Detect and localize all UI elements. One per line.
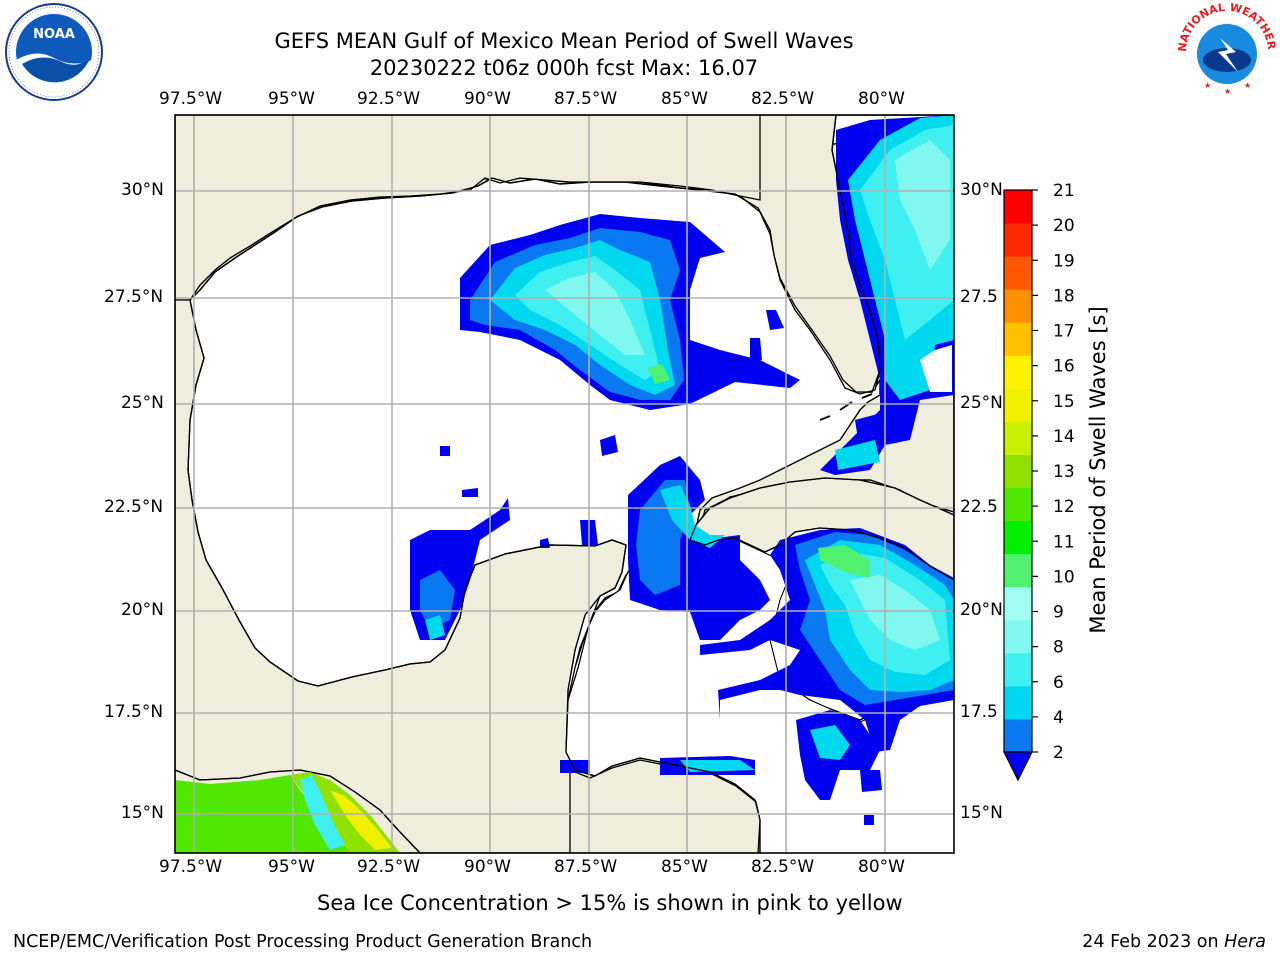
sea-ice-note: Sea Ice Concentration > 15% is shown in … <box>317 891 903 915</box>
lat-label: 15°N <box>960 803 1003 823</box>
lon-label: 82.5°W <box>751 89 815 109</box>
colorbar-tick-label: 17 <box>1053 322 1075 342</box>
colorbar-tick-label: 14 <box>1053 427 1075 447</box>
colorbar-segment <box>1004 388 1032 422</box>
colorbar-tick-label: 16 <box>1053 357 1075 377</box>
colorbar-tick-label: 8 <box>1053 638 1064 658</box>
footer-host: Hera <box>1224 932 1266 952</box>
chart-subtitle-forecast: 20230222 t06z 000h fcst Max: 16.07 <box>369 56 759 80</box>
lon-label: 92.5°W <box>357 857 421 877</box>
colorbar-tick-label: 10 <box>1053 567 1075 587</box>
colorbar-segment <box>1004 718 1032 753</box>
lat-label: 22.5°N <box>104 497 164 517</box>
lat-label: 17.5 <box>960 702 998 722</box>
footer-credit: NCEP/EMC/Verification Post Processing Pr… <box>13 932 593 952</box>
nws-logo: NATIONAL WEATHER SERVICE ★ ★ ★ <box>1176 2 1278 98</box>
lon-label: 80°W <box>858 857 905 877</box>
chart-title: GEFS MEAN Gulf of Mexico Mean Period of … <box>274 29 854 53</box>
lon-label: 80°W <box>858 89 905 109</box>
colorbar-tick-label: 18 <box>1053 286 1075 306</box>
noaa-logo-text: NOAA <box>33 27 75 42</box>
colorbar-tick-label: 13 <box>1053 462 1075 482</box>
lat-label: 22.5 <box>960 497 998 517</box>
colorbar-tick-label: 4 <box>1053 708 1064 728</box>
colorbar-label: Mean Period of Swell Waves [s] <box>1086 306 1110 634</box>
lat-label: 15°N <box>121 803 164 823</box>
colorbar-tick-label: 19 <box>1053 251 1075 271</box>
map-area <box>175 115 954 853</box>
colorbar-tick-label: 2 <box>1053 743 1064 763</box>
map-frame <box>174 114 955 854</box>
lon-label: 95°W <box>268 857 315 877</box>
lat-label: 20°N <box>960 600 1003 620</box>
colorbar-segment <box>1004 256 1032 290</box>
map-gridlines <box>175 115 954 853</box>
lat-label: 25°N <box>960 393 1003 413</box>
colorbar-segment <box>1004 586 1032 621</box>
colorbar-segment <box>1004 190 1032 224</box>
colorbar-segment <box>1004 520 1032 555</box>
lon-label: 85°W <box>661 89 708 109</box>
colorbar-segment <box>1004 289 1032 323</box>
colorbar-segment <box>1004 223 1032 257</box>
colorbar: 2 4 6 8 9 10 11 12 13 14 15 16 17 18 19 20 21 <box>1003 181 1075 782</box>
lon-label: 92.5°W <box>357 89 421 109</box>
lon-label: 90°W <box>464 89 511 109</box>
colorbar-segment <box>1004 685 1032 720</box>
lat-label: 17.5°N <box>104 702 164 722</box>
lat-label: 20°N <box>121 600 164 620</box>
colorbar-segment <box>1004 421 1032 455</box>
lat-label: 30°N <box>960 180 1003 200</box>
footer-date: 24 Feb 2023 on Hera <box>1082 932 1266 952</box>
footer-date-text: 24 Feb 2023 on <box>1082 932 1225 952</box>
svg-text:★: ★ <box>1244 81 1251 90</box>
lat-label: 30°N <box>121 180 164 200</box>
colorbar-segment <box>1004 652 1032 687</box>
svg-text:★: ★ <box>1224 87 1231 96</box>
lon-label: 87.5°W <box>554 857 618 877</box>
lat-label: 27.5°N <box>104 287 164 307</box>
colorbar-tick-label: 11 <box>1053 532 1075 552</box>
colorbar-segment <box>1004 355 1032 389</box>
colorbar-tick-label: 6 <box>1053 673 1064 693</box>
colorbar-tick-label: 15 <box>1053 392 1075 412</box>
svg-text:★: ★ <box>1204 81 1211 90</box>
lon-label: 97.5°W <box>159 857 223 877</box>
colorbar-segment <box>1004 487 1032 522</box>
lat-label: 27.5 <box>960 287 998 307</box>
lon-label: 87.5°W <box>554 89 618 109</box>
colorbar-segment <box>1004 553 1032 588</box>
colorbar-tick-label: 20 <box>1053 216 1075 236</box>
lon-label: 90°W <box>464 857 511 877</box>
colorbar-segment <box>1004 619 1032 654</box>
noaa-logo: NOAA <box>5 3 103 101</box>
colorbar-tick-label: 21 <box>1053 181 1075 201</box>
lon-label: 95°W <box>268 89 315 109</box>
lon-label: 82.5°W <box>751 857 815 877</box>
colorbar-tick-label: 12 <box>1053 497 1075 517</box>
colorbar-segment <box>1004 322 1032 356</box>
lat-label: 25°N <box>121 393 164 413</box>
swell-period-fill <box>410 115 954 825</box>
colorbar-under-arrow <box>1003 751 1033 782</box>
colorbar-segment <box>1004 454 1032 489</box>
lon-label: 97.5°W <box>159 89 223 109</box>
lon-label: 85°W <box>661 857 708 877</box>
colorbar-tick-label: 9 <box>1053 603 1064 623</box>
